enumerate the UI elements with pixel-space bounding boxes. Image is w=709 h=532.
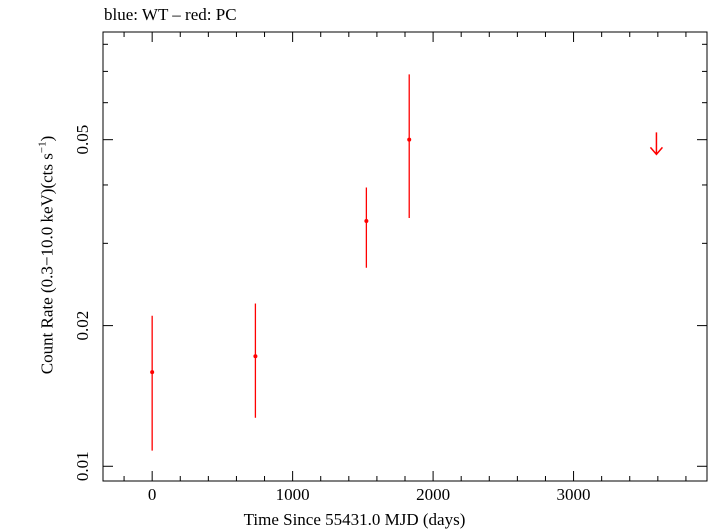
y-tick-label: 0.05 bbox=[73, 125, 92, 155]
y-axis-label: Count Rate (0.3−10.0 keV)(cts s−1) bbox=[36, 135, 57, 375]
y-tick-label: 0.01 bbox=[73, 451, 92, 481]
x-tick-label: 0 bbox=[148, 485, 157, 504]
y-tick-label: 0.02 bbox=[73, 311, 92, 341]
data-marks bbox=[150, 74, 664, 451]
data-point bbox=[407, 137, 412, 142]
plot-frame bbox=[102, 31, 708, 482]
x-axis-label: Time Since 55431.0 MJD (days) bbox=[243, 510, 466, 529]
x-tick-label: 3000 bbox=[557, 485, 591, 504]
data-point bbox=[150, 370, 155, 375]
data-point bbox=[253, 354, 258, 359]
chart-title: blue: WT – red: PC bbox=[104, 5, 237, 24]
axis-ticks bbox=[103, 32, 707, 481]
x-tick-label: 1000 bbox=[276, 485, 310, 504]
upper-limit-arrow bbox=[649, 132, 664, 156]
data-point bbox=[364, 218, 369, 223]
x-tick-label: 2000 bbox=[416, 485, 450, 504]
axis-tick-labels: 0 1000 2000 3000 0.01 0.02 0.05 bbox=[73, 125, 591, 504]
